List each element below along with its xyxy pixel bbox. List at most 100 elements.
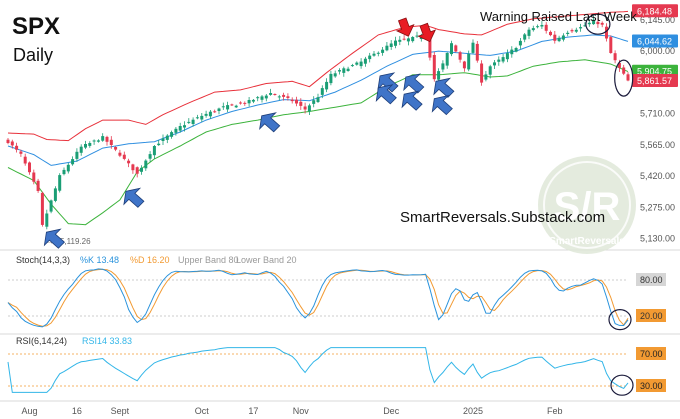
candle-body [622, 67, 626, 74]
candle-body [208, 111, 212, 117]
candle-body [32, 172, 36, 182]
candle-body [247, 100, 251, 104]
candle-body [15, 145, 19, 150]
price-tag-label: 6,184.48 [637, 6, 672, 16]
bb-lower-line [7, 59, 629, 226]
candle-body [290, 99, 294, 102]
candle-body [381, 49, 385, 53]
candle-body [574, 29, 578, 32]
time-tick-label: 2025 [463, 406, 483, 416]
annotations-layer: → 5,119.26 [43, 13, 634, 249]
rsi-title: RSI(6,14,24) [16, 336, 67, 346]
price-tick-label: 6,145.00 [640, 15, 675, 25]
candle-body [579, 27, 583, 29]
sr-logo-watermark: S/R SmartReversals [538, 156, 636, 254]
bb-upper-line [7, 10, 629, 142]
candle-body [441, 63, 445, 70]
candle-body [350, 65, 354, 67]
candle-body [71, 159, 75, 165]
sr-logo-ring [543, 161, 631, 249]
buy-signal-arrow [259, 112, 281, 133]
candle-body [114, 147, 118, 150]
candle-body [471, 42, 475, 53]
candle-body [613, 53, 617, 61]
buy-signal-arrow [123, 187, 145, 208]
candle-body [260, 96, 264, 100]
candle-body [536, 26, 540, 28]
candle-body [437, 71, 441, 80]
candle-body [415, 35, 419, 37]
candle-body [256, 97, 260, 99]
candle-body [230, 104, 234, 106]
stoch-d-line [7, 268, 629, 327]
time-tick-label: Sept [111, 406, 130, 416]
candle-body [96, 140, 100, 142]
time-tick-label: 17 [248, 406, 258, 416]
candle-body [191, 119, 195, 124]
candle-body [467, 53, 471, 70]
candle-body [475, 43, 479, 61]
candle-body [411, 37, 415, 42]
price-axis: 5,130.00 5,275.00 5,420.00 5,565.00 5,710.00… [632, 4, 678, 244]
candle-body [596, 21, 600, 25]
candle-body [40, 192, 44, 225]
candle-body [204, 113, 208, 116]
candle-body [342, 68, 346, 73]
candle-body [66, 164, 70, 172]
candle-body [583, 25, 587, 27]
candle-body [445, 53, 449, 66]
price-tick-label: 5,275.00 [640, 202, 675, 212]
candle-body [531, 28, 535, 31]
time-tick-label: Aug [21, 406, 37, 416]
candle-body [157, 143, 161, 146]
candle-body [505, 53, 509, 60]
candle-body [88, 143, 92, 146]
time-tick-label: 16 [72, 406, 82, 416]
candle-body [428, 36, 432, 58]
candle-body [152, 146, 156, 156]
stoch-axis-box [636, 309, 666, 322]
candle-body [140, 167, 143, 172]
sell-signal-arrow [417, 22, 437, 43]
time-axis: Aug 16 Sept Oct 17 Nov Dec 2025 Feb [21, 406, 562, 416]
time-tick-label: Nov [293, 406, 310, 416]
candle-body [600, 22, 604, 25]
candle-body [484, 74, 488, 80]
candle-body [23, 156, 27, 164]
candle-body [385, 45, 389, 51]
candle-body [398, 39, 402, 42]
candle-body [462, 61, 466, 69]
sr-logo-big: S/R [554, 185, 621, 229]
candle-body [514, 48, 518, 52]
candle-body [127, 160, 131, 164]
price-tag-box [632, 34, 678, 48]
candle-body [570, 30, 574, 32]
stoch-oversold-circle [608, 309, 632, 331]
symbol-title: SPX [12, 13, 60, 40]
price-tick-label: 5,710.00 [640, 109, 675, 119]
candle-body [19, 151, 23, 154]
candle-body [307, 105, 311, 112]
candle-body [609, 37, 613, 53]
candle-body [10, 141, 14, 146]
candle-body [28, 162, 31, 173]
buy-signal-arrow [43, 228, 65, 249]
candle-body [333, 73, 337, 77]
interval-subtitle: Daily [13, 45, 53, 65]
candle-body [587, 22, 591, 25]
candle-body [299, 101, 303, 106]
buy-signal-arrow [431, 94, 453, 116]
rsi-axis-box [636, 347, 666, 360]
candle-body [239, 102, 242, 104]
candle-body [329, 73, 333, 84]
stoch-d-legend: %D 16.20 [130, 255, 170, 265]
price-tag-label: 5,904.75 [637, 67, 672, 77]
low-marker-label: 5,119.26 [60, 237, 91, 246]
stoch-title: Stoch(14,3,3) [16, 255, 70, 265]
candle-body [200, 115, 204, 120]
stoch-k-legend: %K 13.48 [80, 255, 119, 265]
candle-body [221, 106, 225, 108]
candle-body [363, 58, 367, 64]
candle-body [187, 121, 191, 123]
